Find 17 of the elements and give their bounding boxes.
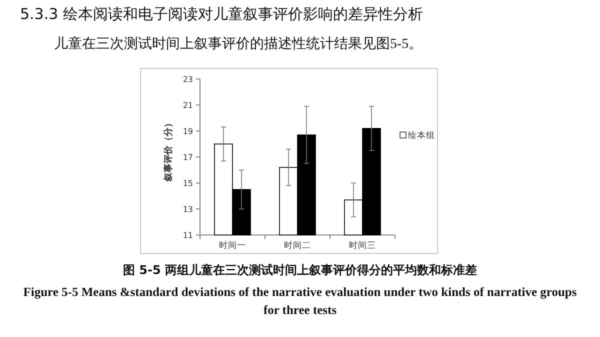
caption: 图 5-5 两组儿童在三次测试时间上叙事评价得分的平均数和标准差 xyxy=(122,263,478,277)
x-tick-label: 时间二 xyxy=(284,240,311,251)
chart-title: 5.3.3 绘本阅读和电子阅读对儿童叙事评价影响的差异性分析 xyxy=(20,5,423,23)
y-tick-label: 21 xyxy=(182,101,193,110)
x-tick-label: 时间三 xyxy=(349,240,376,251)
plot: 11 13 15 17 19 21 23 时间一 时间二 时间三 xyxy=(182,75,396,251)
y-tick-label: 19 xyxy=(182,127,193,136)
x-tick-label: 时间一 xyxy=(219,240,246,251)
y-tick-label: 11 xyxy=(182,231,193,240)
y-tick-label: 13 xyxy=(182,205,193,214)
chart-subtitle: 儿童在三次测试时间上叙事评价的描述性统计结果见图5-5。 xyxy=(54,36,423,52)
caption: Figure 5-5 Means &standard deviations of the narrative evaluation under two kinds of narrative groups for three tests xyxy=(22,284,578,319)
y-tick-label: 23 xyxy=(182,75,193,84)
legend-label: 绘本组 xyxy=(408,130,435,141)
y-tick-label: 15 xyxy=(182,179,193,188)
y-tick-label: 17 xyxy=(182,153,193,162)
y-axis-title: 叙事评价（分） xyxy=(163,118,174,182)
